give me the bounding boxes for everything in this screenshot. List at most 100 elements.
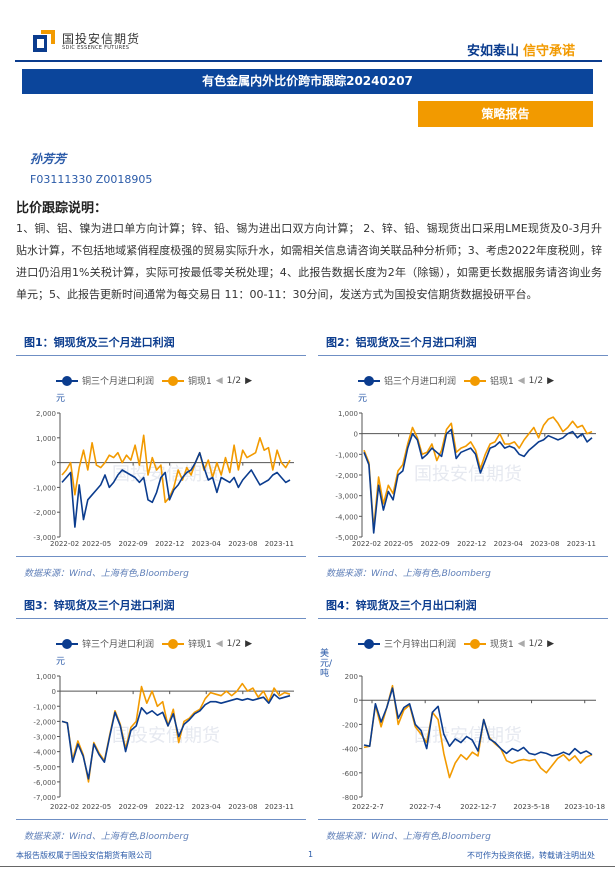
legend-label: 铜三个月进口利润 [82,377,155,387]
y-tick-label: 1,000 [36,435,56,443]
legend-marker-orange [464,638,487,649]
x-tick-label: 2022-12 [155,540,184,548]
y-tick-label: -200 [342,721,358,729]
legend-pager: 1/2 [528,375,544,386]
y-tick-label: -5,000 [335,534,358,542]
chart-legend: 铝三个月进口利润 铝现1 ◀ 1/2 ▶ [358,374,554,387]
legend-label: 锌三个月进口利润 [82,640,155,650]
line-chart: 国投安信期货 1,000 0 -1,000 -2,000 -3,000 -4,000 -5,0… [335,410,596,548]
figure-title-rule [318,355,608,356]
legend-prev-icon[interactable]: ◀ [517,638,525,649]
x-tick-label: 2023-04 [494,540,524,548]
x-tick-label: 2022-09 [421,540,450,548]
legend-marker-orange [162,638,185,649]
y-tick-label: 0 [52,688,56,696]
author-name: 孙芳芳 [30,152,67,166]
series-line-orange [61,434,291,504]
description-text: 1、铜、铝、镍为进口单方向计算；锌、铅、锡为进出口双方向计算； 2、锌、铅、锡现… [16,222,602,301]
x-tick-label: 2022-09 [119,540,148,548]
y-tick-label: -1,000 [335,451,358,459]
figure-title-rule [16,355,306,356]
figure-source: 数据来源：Wind、上海有色,Bloomberg [326,832,491,842]
x-tick-label: 2023-11 [265,803,294,811]
x-tick-label: 2023-08 [228,540,257,548]
figure-source: 数据来源：Wind、上海有色,Bloomberg [24,569,189,579]
figure-title-rule [16,618,306,619]
logo-subtext: SDIC ESSENCE FUTURES [62,45,130,51]
figure-title: 图1：铜现货及三个月进口利润 [24,336,175,349]
x-tick-label: 2022-05 [82,540,111,548]
watermark: 国投安信期货 [112,726,220,747]
figure-bottom-rule [318,819,608,820]
watermark: 国投安信期货 [414,464,522,485]
series-line-orange [363,684,593,779]
y-tick-label: 2,000 [36,410,56,418]
y-tick-label: -400 [342,746,358,754]
figure-title: 图3：锌现货及三个月进口利润 [24,599,175,612]
figure-title-rule [318,618,608,619]
x-tick-label: 2023-11 [265,540,294,548]
figure-title: 图2：铝现货及三个月进口利润 [326,336,477,349]
y-tick-label: -3,000 [33,534,56,542]
x-tick-label: 2023-10-18 [564,803,605,811]
legend-marker-orange [162,375,185,386]
y-tick-label: -4,000 [33,749,56,757]
y-tick-label: 0 [354,697,358,705]
x-tick-label: 2022-02 [50,540,79,548]
line-chart: 国投安信期货 1,000 0 -1,000 -2,000 -3,000 -4,000 -5,0… [33,673,294,811]
chart-legend: 铜三个月进口利润 铜现1 ◀ 1/2 ▶ [56,374,252,387]
chart-legend: 锌三个月进口利润 锌现1 ◀ 1/2 ▶ [56,637,252,650]
series-line-blue [363,687,593,757]
x-tick-label: 2022-05 [384,540,413,548]
y-tick-label: -800 [342,794,358,802]
y-tick-label: -3,000 [33,734,56,742]
y-tick-label: -1,000 [33,703,56,711]
y-tick-label: -1,000 [33,484,56,492]
legend-marker-orange [464,375,487,386]
line-chart: 国投安信期货2,0001,0000-1,000-2,000-3,0002022-… [33,410,294,548]
figure-bottom-rule [16,819,306,820]
series-line-blue [61,693,291,780]
legend-marker-blue [56,638,78,649]
series-line-blue [363,428,593,534]
y-tick-label: 200 [345,673,358,681]
legend-prev-icon[interactable]: ◀ [215,638,223,649]
legend-prev-icon[interactable]: ◀ [517,375,525,386]
y-axis-unit: 元 [56,394,66,404]
footer-disclaimer: 不可作为投资依据，转载请注明出处 [467,851,595,860]
figure-source: 数据来源：Wind、上海有色,Bloomberg [24,832,189,842]
y-tick-label: 0 [52,460,56,468]
legend-label: 铝现1 [490,377,514,387]
logo-icon [33,30,55,52]
legend-next-icon[interactable]: ▶ [547,375,555,386]
legend-label: 锌现1 [188,640,212,650]
header-divider [15,60,602,62]
y-tick-label: -2,000 [33,509,56,517]
legend-pager: 1/2 [226,638,242,649]
y-tick-label: -4,000 [335,513,358,521]
y-tick-label: 0 [354,431,358,439]
figure-title: 图4：锌现货及三个月出口利润 [326,599,477,612]
slogan-part-2: 信守承诺 [522,44,575,59]
legend-next-icon[interactable]: ▶ [245,375,253,386]
y-tick-label: -3,000 [335,493,358,501]
legend-next-icon[interactable]: ▶ [245,638,253,649]
x-tick-label: 2022-05 [82,803,111,811]
legend-label: 铝三个月进口利润 [384,377,457,387]
chart-legend: 三个月锌出口利润 现货1 ◀ 1/2 ▶ [358,637,554,650]
y-tick-label: 1,000 [338,410,358,418]
figure-bottom-rule [318,556,608,557]
x-tick-label: 2022-7-4 [409,803,441,811]
x-tick-label: 2023-08 [228,803,257,811]
x-tick-label: 2023-5-18 [513,803,549,811]
legend-prev-icon[interactable]: ◀ [215,375,223,386]
series-line-blue [61,451,291,528]
y-axis-unit: 元 [358,394,368,404]
legend-label: 现货1 [490,640,514,650]
legend-label: 三个月锌出口利润 [384,640,457,650]
y-tick-label: -7,000 [33,794,56,802]
author-ids: F03111330 Z0018905 [30,173,153,186]
legend-next-icon[interactable]: ▶ [547,638,555,649]
slogan: 安如泰山 信守承诺 [467,40,575,59]
